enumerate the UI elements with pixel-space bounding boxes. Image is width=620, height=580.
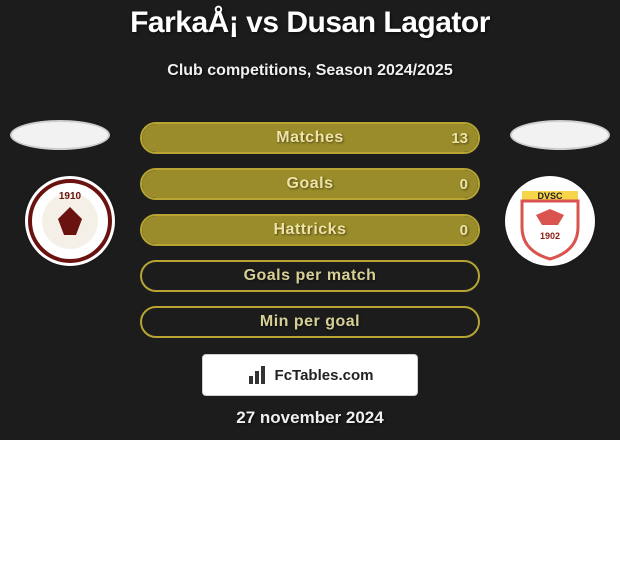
stat-bar-value: 0 bbox=[460, 216, 468, 244]
stat-bar-value: 0 bbox=[460, 170, 468, 198]
page-title: FarkaÅ¡ vs Dusan Lagator bbox=[0, 6, 620, 40]
stat-bar-value: 13 bbox=[451, 124, 468, 152]
date-label: 27 november 2024 bbox=[0, 408, 620, 428]
page-subtitle: Club competitions, Season 2024/2025 bbox=[0, 62, 620, 80]
stat-bar: Goals per match bbox=[140, 260, 480, 292]
chart-icon bbox=[247, 364, 269, 386]
stat-bar-label: Hattricks bbox=[142, 216, 478, 244]
club-crest-right: DVSC 1902 bbox=[505, 176, 595, 266]
stat-bar: Min per goal bbox=[140, 306, 480, 338]
stat-bar-label: Matches bbox=[142, 124, 478, 152]
svg-text:1910: 1910 bbox=[59, 191, 82, 202]
stat-bar: Matches13 bbox=[140, 122, 480, 154]
stat-bar: Goals0 bbox=[140, 168, 480, 200]
stat-bars: Matches13Goals0Hattricks0Goals per match… bbox=[140, 122, 480, 352]
shield-icon: 1910 bbox=[28, 179, 112, 263]
stat-bar-label: Min per goal bbox=[142, 308, 478, 336]
svg-text:1902: 1902 bbox=[540, 231, 560, 241]
stat-bar-label: Goals bbox=[142, 170, 478, 198]
stat-bar-label: Goals per match bbox=[142, 262, 478, 290]
stat-bar: Hattricks0 bbox=[140, 214, 480, 246]
player-portrait-left bbox=[10, 120, 110, 150]
source-plate: FcTables.com bbox=[202, 354, 418, 396]
player-portrait-right bbox=[510, 120, 610, 150]
source-label: FcTables.com bbox=[275, 367, 374, 384]
club-crest-left: 1910 bbox=[25, 176, 115, 266]
shield-icon: DVSC 1902 bbox=[508, 179, 592, 263]
